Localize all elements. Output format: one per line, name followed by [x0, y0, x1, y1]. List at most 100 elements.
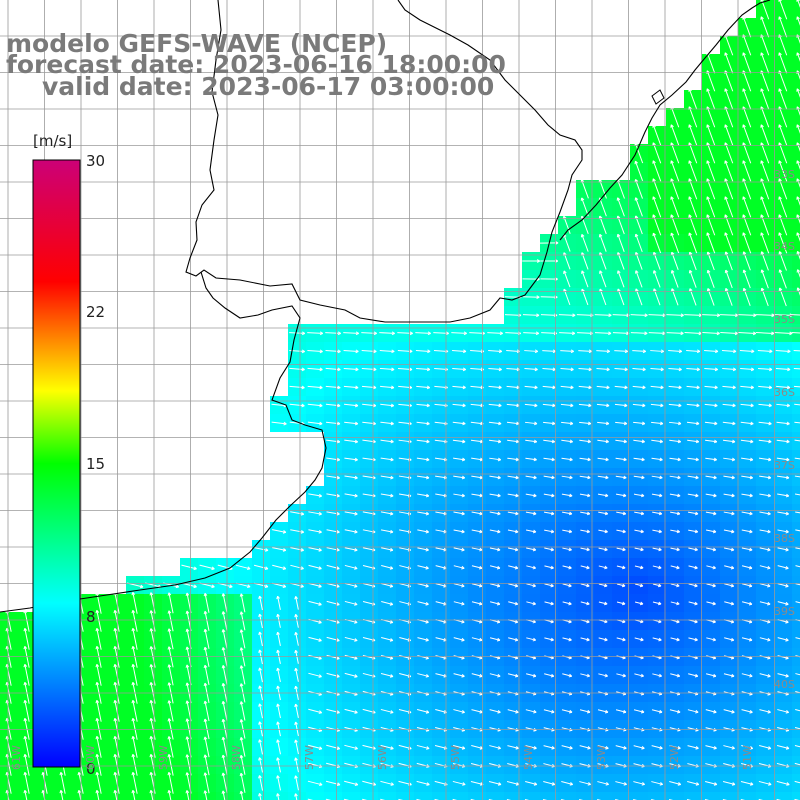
wind-vector-head — [461, 603, 465, 606]
wind-vector-head — [640, 531, 644, 534]
wind-vector — [796, 70, 800, 80]
wind-speed-cell — [0, 792, 18, 800]
wind-vector — [688, 232, 698, 254]
wind-vector-head — [295, 667, 298, 671]
wind-vector — [295, 757, 299, 773]
wind-vector-head — [259, 703, 262, 707]
wind-vector-head — [425, 621, 429, 624]
wind-vector — [487, 332, 503, 334]
wind-vector — [633, 709, 645, 713]
wind-vector-head — [497, 765, 501, 768]
wind-vector — [544, 529, 554, 533]
wind-vector-head — [588, 350, 592, 354]
wind-vector-head — [390, 477, 394, 480]
wind-vector — [308, 493, 322, 497]
wind-vector — [651, 439, 663, 443]
wind-vector-head — [390, 730, 394, 732]
wind-vector — [597, 493, 609, 497]
wind-vector — [507, 511, 519, 515]
wind-vector-head — [786, 766, 790, 768]
wind-vector — [289, 385, 305, 389]
wind-vector-head — [277, 631, 280, 635]
wind-vector — [290, 529, 304, 533]
wind-vector-head — [114, 735, 118, 739]
wind-vector-head — [660, 387, 664, 390]
wind-vector-head — [743, 287, 747, 291]
wind-vector-head — [642, 350, 646, 354]
wind-vector — [777, 655, 789, 659]
wind-vector-head — [354, 658, 358, 660]
wind-vector-head — [694, 567, 698, 570]
wind-vector-head — [550, 693, 555, 696]
wind-speed-cell — [108, 792, 126, 800]
wind-vector-head — [653, 251, 657, 255]
wind-vector — [507, 529, 519, 533]
wind-vector-head — [532, 585, 536, 588]
wind-vector-head — [688, 106, 692, 110]
wind-vector — [344, 654, 358, 660]
wind-vector — [724, 34, 734, 56]
wind-vector-head — [676, 513, 681, 516]
wind-vector-head — [761, 0, 764, 2]
wind-vector — [272, 529, 286, 533]
wind-vector-head — [742, 178, 746, 182]
wind-vector-head — [479, 657, 483, 660]
wind-vector-head — [785, 693, 789, 696]
wind-vector-head — [427, 351, 431, 354]
wind-vector — [379, 367, 395, 371]
wind-vector — [508, 637, 518, 641]
wind-vector-head — [731, 693, 735, 696]
wind-vector — [670, 124, 680, 146]
wind-vector — [702, 332, 720, 334]
lon-label-55w: 55W — [449, 745, 462, 770]
wind-vector — [794, 762, 800, 766]
wind-vector-head — [634, 142, 638, 146]
wind-vector — [295, 614, 299, 628]
wind-vector-head — [497, 675, 501, 678]
wind-vector-head — [569, 783, 573, 786]
wind-vector — [277, 614, 281, 628]
wind-vector-head — [713, 441, 718, 444]
wind-vector — [453, 745, 465, 749]
wind-vector — [362, 780, 376, 786]
wind-vector-head — [778, 178, 782, 182]
wind-vector — [652, 583, 662, 587]
wind-vector-head — [712, 621, 716, 624]
wind-vector — [295, 596, 299, 610]
wind-vector — [307, 350, 323, 352]
wind-vector-head — [354, 694, 358, 696]
wind-speed-cell — [36, 792, 54, 800]
wind-vector — [598, 673, 608, 677]
wind-vector-head — [797, 0, 800, 2]
wind-vector-head — [640, 495, 645, 498]
wind-vector — [670, 142, 680, 164]
wind-vector-head — [337, 387, 341, 390]
wind-vector — [561, 439, 573, 443]
wind-vector-head — [295, 631, 298, 635]
wind-vector-head — [735, 314, 739, 318]
wind-vector-head — [658, 675, 662, 678]
wind-vector-head — [587, 459, 591, 462]
wind-vector-head — [336, 766, 340, 768]
wind-vector-head — [731, 711, 735, 714]
wind-vector-head — [624, 387, 628, 390]
wind-vector — [325, 350, 341, 352]
wind-vector-head — [168, 628, 172, 632]
wind-vector-head — [229, 586, 233, 589]
wind-vector — [616, 583, 626, 587]
wind-vector-head — [587, 729, 591, 732]
wind-vector-head — [318, 622, 322, 624]
wind-vector — [796, 106, 800, 116]
wind-vector-head — [624, 350, 628, 354]
wind-vector-head — [319, 423, 323, 426]
wind-vector — [506, 781, 520, 785]
wind-vector-head — [461, 513, 465, 516]
wind-vector — [688, 196, 698, 218]
wind-vector — [778, 196, 788, 218]
wind-vector-head — [695, 477, 699, 480]
wind-vector — [505, 332, 521, 334]
wind-vector — [132, 592, 138, 614]
wind-vector — [634, 673, 644, 677]
wind-vector-head — [670, 178, 674, 182]
wind-vector — [240, 665, 246, 685]
